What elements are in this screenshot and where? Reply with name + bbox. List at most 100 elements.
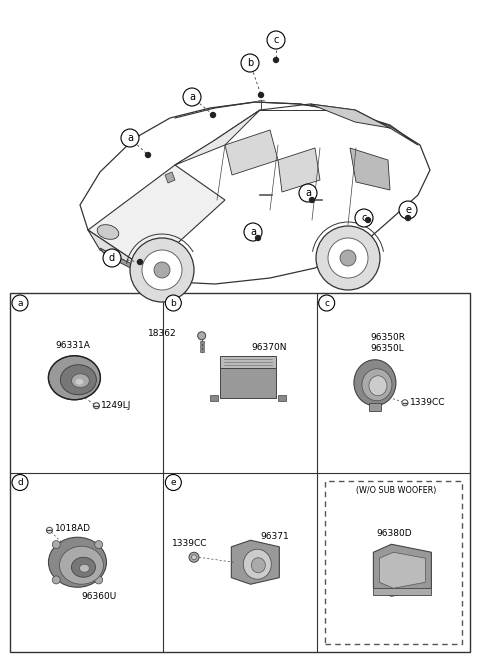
Text: a: a bbox=[127, 133, 133, 143]
Polygon shape bbox=[231, 541, 279, 584]
Text: 96380D: 96380D bbox=[377, 529, 412, 539]
Polygon shape bbox=[220, 368, 276, 398]
Bar bbox=[210, 395, 217, 401]
Polygon shape bbox=[373, 544, 432, 596]
Polygon shape bbox=[220, 356, 276, 368]
Circle shape bbox=[399, 201, 417, 219]
Circle shape bbox=[274, 58, 278, 62]
Text: 96331A: 96331A bbox=[55, 340, 90, 350]
Circle shape bbox=[12, 474, 28, 491]
Circle shape bbox=[211, 112, 216, 117]
Bar bbox=[200, 345, 204, 348]
Polygon shape bbox=[373, 588, 432, 595]
Circle shape bbox=[328, 238, 368, 278]
Circle shape bbox=[52, 576, 60, 584]
Polygon shape bbox=[350, 148, 390, 190]
Circle shape bbox=[402, 400, 408, 406]
Polygon shape bbox=[379, 552, 425, 588]
Text: a: a bbox=[250, 227, 256, 237]
Text: (W/O SUB WOOFER): (W/O SUB WOOFER) bbox=[356, 487, 437, 495]
Circle shape bbox=[259, 92, 264, 98]
Ellipse shape bbox=[243, 549, 271, 579]
Circle shape bbox=[198, 332, 205, 340]
Text: b: b bbox=[170, 298, 176, 308]
Text: d: d bbox=[109, 253, 115, 263]
Circle shape bbox=[340, 250, 356, 266]
Text: c: c bbox=[273, 35, 279, 45]
Circle shape bbox=[241, 54, 259, 72]
Ellipse shape bbox=[72, 374, 89, 388]
Text: c: c bbox=[361, 213, 367, 223]
Polygon shape bbox=[175, 110, 260, 165]
Ellipse shape bbox=[97, 224, 119, 239]
Ellipse shape bbox=[252, 558, 265, 573]
Polygon shape bbox=[80, 102, 430, 284]
Circle shape bbox=[154, 262, 170, 278]
Text: c: c bbox=[324, 298, 329, 308]
Ellipse shape bbox=[72, 557, 96, 577]
Bar bbox=[324, 480, 462, 644]
Circle shape bbox=[95, 541, 103, 548]
Circle shape bbox=[355, 209, 373, 227]
Text: 1018AD: 1018AD bbox=[54, 523, 90, 533]
Text: 1339CC: 1339CC bbox=[172, 539, 207, 548]
Polygon shape bbox=[165, 172, 175, 183]
Text: 96371: 96371 bbox=[260, 532, 289, 541]
Circle shape bbox=[189, 552, 199, 562]
Ellipse shape bbox=[354, 359, 396, 406]
Circle shape bbox=[267, 31, 285, 49]
Circle shape bbox=[12, 295, 28, 311]
Polygon shape bbox=[225, 130, 278, 175]
Ellipse shape bbox=[362, 369, 392, 401]
Circle shape bbox=[94, 403, 99, 409]
Text: 1339CC: 1339CC bbox=[410, 398, 445, 407]
Ellipse shape bbox=[369, 376, 387, 396]
Circle shape bbox=[47, 527, 52, 533]
Text: 96360U: 96360U bbox=[82, 592, 117, 601]
Circle shape bbox=[137, 260, 143, 264]
Polygon shape bbox=[310, 104, 390, 128]
Circle shape bbox=[244, 223, 262, 241]
Ellipse shape bbox=[75, 379, 84, 385]
Circle shape bbox=[121, 129, 139, 147]
Text: 96350R
96350L: 96350R 96350L bbox=[370, 333, 405, 353]
Bar bbox=[369, 403, 381, 411]
Circle shape bbox=[130, 238, 194, 302]
Ellipse shape bbox=[60, 546, 104, 584]
Text: a: a bbox=[305, 188, 311, 198]
Polygon shape bbox=[88, 165, 225, 270]
Circle shape bbox=[310, 197, 314, 203]
Polygon shape bbox=[88, 230, 162, 285]
Circle shape bbox=[299, 184, 317, 202]
Circle shape bbox=[316, 226, 380, 290]
Text: e: e bbox=[405, 205, 411, 215]
Circle shape bbox=[142, 250, 182, 290]
Text: a: a bbox=[17, 298, 23, 308]
Text: 18362: 18362 bbox=[148, 329, 177, 338]
Ellipse shape bbox=[80, 564, 89, 572]
Text: b: b bbox=[247, 58, 253, 68]
Circle shape bbox=[165, 474, 181, 491]
Text: 1249LJ: 1249LJ bbox=[101, 401, 132, 410]
Polygon shape bbox=[278, 148, 320, 192]
Circle shape bbox=[95, 576, 103, 584]
Circle shape bbox=[52, 541, 60, 548]
Bar bbox=[200, 340, 204, 344]
Polygon shape bbox=[100, 248, 150, 278]
Text: 96370N: 96370N bbox=[252, 342, 287, 352]
Bar bbox=[10, 293, 470, 652]
Circle shape bbox=[103, 249, 121, 267]
Circle shape bbox=[192, 555, 196, 560]
Ellipse shape bbox=[60, 365, 96, 395]
Circle shape bbox=[319, 295, 335, 311]
Circle shape bbox=[365, 218, 371, 222]
Bar bbox=[277, 395, 286, 401]
Text: a: a bbox=[189, 92, 195, 102]
Circle shape bbox=[145, 152, 151, 157]
Bar bbox=[200, 349, 204, 352]
Circle shape bbox=[255, 236, 261, 241]
Text: d: d bbox=[17, 478, 23, 487]
Text: e: e bbox=[170, 478, 176, 487]
Circle shape bbox=[165, 295, 181, 311]
Ellipse shape bbox=[48, 356, 100, 400]
